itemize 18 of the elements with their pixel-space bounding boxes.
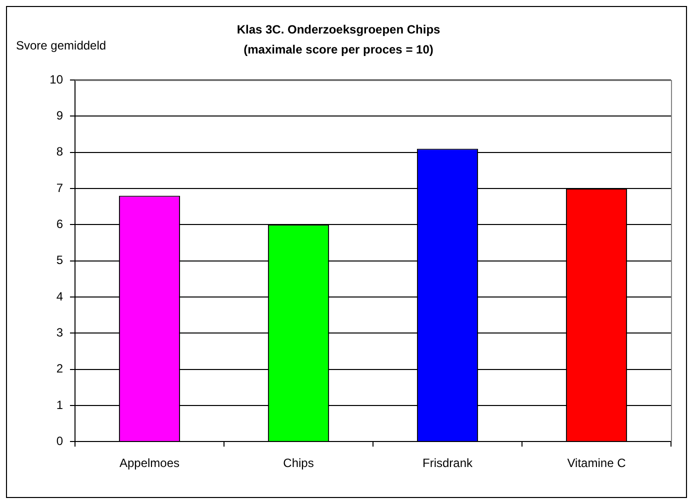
y-tick-label: 4 bbox=[56, 289, 64, 304]
y-tick-label: 6 bbox=[56, 216, 64, 231]
y-tick-label: 10 bbox=[50, 72, 64, 86]
x-tick-label: Chips bbox=[283, 456, 314, 470]
y-tick-label: 0 bbox=[56, 434, 64, 448]
x-tick-label: Vitamine C bbox=[567, 456, 626, 470]
y-tick-label: 2 bbox=[56, 362, 64, 376]
y-tick-label: 7 bbox=[56, 180, 64, 195]
x-tick-label: Appelmoes bbox=[119, 456, 180, 470]
y-tick-label: 5 bbox=[56, 253, 64, 268]
y-tick-label: 8 bbox=[56, 144, 64, 159]
y-tick-label: 3 bbox=[56, 325, 64, 340]
chart-subtitle: (maximale score per proces = 10) bbox=[244, 42, 434, 57]
y-tick-label: 9 bbox=[56, 108, 64, 122]
x-tick-label: Frisdrank bbox=[422, 456, 474, 470]
y-tick-label: 1 bbox=[56, 398, 64, 412]
y-axis-title: Svore gemiddeld bbox=[16, 38, 106, 52]
chart-title: Klas 3C. Onderzoeksgroepen Chips bbox=[236, 22, 441, 37]
